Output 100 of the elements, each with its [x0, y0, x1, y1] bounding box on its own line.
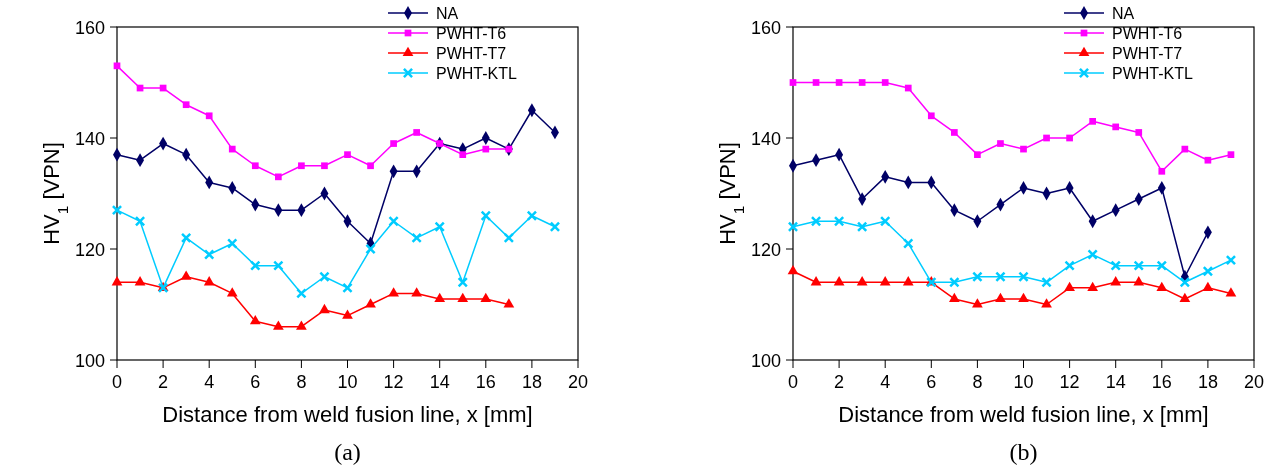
x-axis-title: Distance from weld fusion line, x [mm] [838, 402, 1209, 427]
point [503, 232, 515, 244]
legend-label: PWHT-T6 [436, 25, 507, 42]
point [228, 145, 236, 153]
point [457, 292, 469, 303]
point [787, 265, 799, 275]
legend-label: PWHT-T7 [436, 45, 507, 62]
point [413, 129, 420, 136]
point [480, 210, 492, 222]
y-tick-label: 160 [750, 18, 781, 38]
point [1110, 260, 1122, 271]
point [296, 288, 307, 299]
x-tick-label: 14 [1105, 372, 1126, 392]
x-tick-label: 18 [521, 372, 542, 392]
point [1181, 145, 1189, 153]
x-tick-label: 10 [337, 372, 358, 392]
point [388, 215, 399, 227]
legend-label: PWHT-T6 [1112, 25, 1183, 42]
point [134, 276, 146, 286]
point [111, 204, 123, 216]
point [951, 129, 958, 136]
point [342, 282, 353, 294]
point [1066, 134, 1073, 142]
legend-label: PWHT-KTL [1112, 65, 1193, 82]
point [388, 287, 399, 297]
point [344, 151, 351, 158]
point [1043, 134, 1050, 142]
point [1087, 249, 1098, 260]
legend-label: NA [436, 5, 459, 22]
point [113, 62, 121, 70]
point [203, 249, 215, 260]
point [1179, 292, 1191, 303]
y-tick-label: 140 [74, 129, 105, 149]
point [480, 292, 492, 303]
x-tick-label: 12 [1059, 372, 1080, 392]
y-tick-label: 140 [750, 129, 781, 149]
point [249, 260, 261, 271]
point [275, 173, 282, 181]
x-tick-label: 6 [926, 372, 937, 392]
point [974, 151, 981, 158]
point [1089, 118, 1096, 125]
point [434, 292, 446, 303]
point [1156, 260, 1168, 271]
point [411, 287, 423, 297]
point [459, 151, 467, 158]
x-tick-label: 12 [383, 372, 404, 392]
point [1135, 129, 1143, 136]
point [1018, 292, 1029, 303]
point [503, 298, 515, 308]
point [1110, 276, 1122, 286]
point [972, 298, 983, 308]
point [879, 276, 891, 286]
x-tick-label: 6 [250, 372, 261, 392]
point [1064, 281, 1075, 291]
point [457, 276, 469, 288]
point [789, 79, 797, 86]
point [390, 140, 397, 147]
point [342, 309, 353, 319]
point [1041, 276, 1052, 288]
x-tick-label: 16 [1151, 372, 1172, 392]
point [180, 270, 192, 280]
point [1202, 281, 1214, 291]
point [272, 320, 284, 330]
legend-label: NA [1112, 5, 1135, 22]
x-tick-label: 4 [880, 372, 891, 392]
point [881, 79, 889, 86]
point [1133, 276, 1145, 286]
point [997, 140, 1004, 147]
point [1227, 151, 1235, 158]
point [1225, 254, 1237, 266]
x-tick-label: 4 [204, 372, 215, 392]
point [134, 215, 146, 227]
point [434, 221, 446, 233]
point [298, 162, 305, 170]
point [1087, 281, 1099, 291]
point [1064, 260, 1075, 271]
point [1158, 167, 1166, 175]
x-tick-label: 0 [787, 372, 799, 392]
point [902, 238, 914, 249]
point [833, 215, 845, 227]
point [549, 221, 561, 233]
point [111, 276, 123, 286]
point [904, 84, 912, 92]
y-tick-label: 160 [74, 18, 105, 38]
point [1041, 298, 1052, 308]
point [319, 303, 330, 314]
x-tick-label: 2 [158, 372, 169, 392]
point [879, 215, 891, 227]
point [995, 271, 1006, 283]
point [273, 260, 284, 271]
point [858, 79, 866, 86]
legend-label: PWHT-T7 [1112, 45, 1183, 62]
y-tick-label: 100 [74, 351, 105, 371]
x-tick-label: 20 [567, 372, 589, 392]
point [1156, 281, 1168, 291]
y-tick-label: 100 [750, 351, 781, 371]
point [1020, 145, 1027, 153]
x-tick-label: 18 [1197, 372, 1218, 392]
y-tick-label: 120 [750, 240, 781, 260]
point [810, 215, 822, 227]
